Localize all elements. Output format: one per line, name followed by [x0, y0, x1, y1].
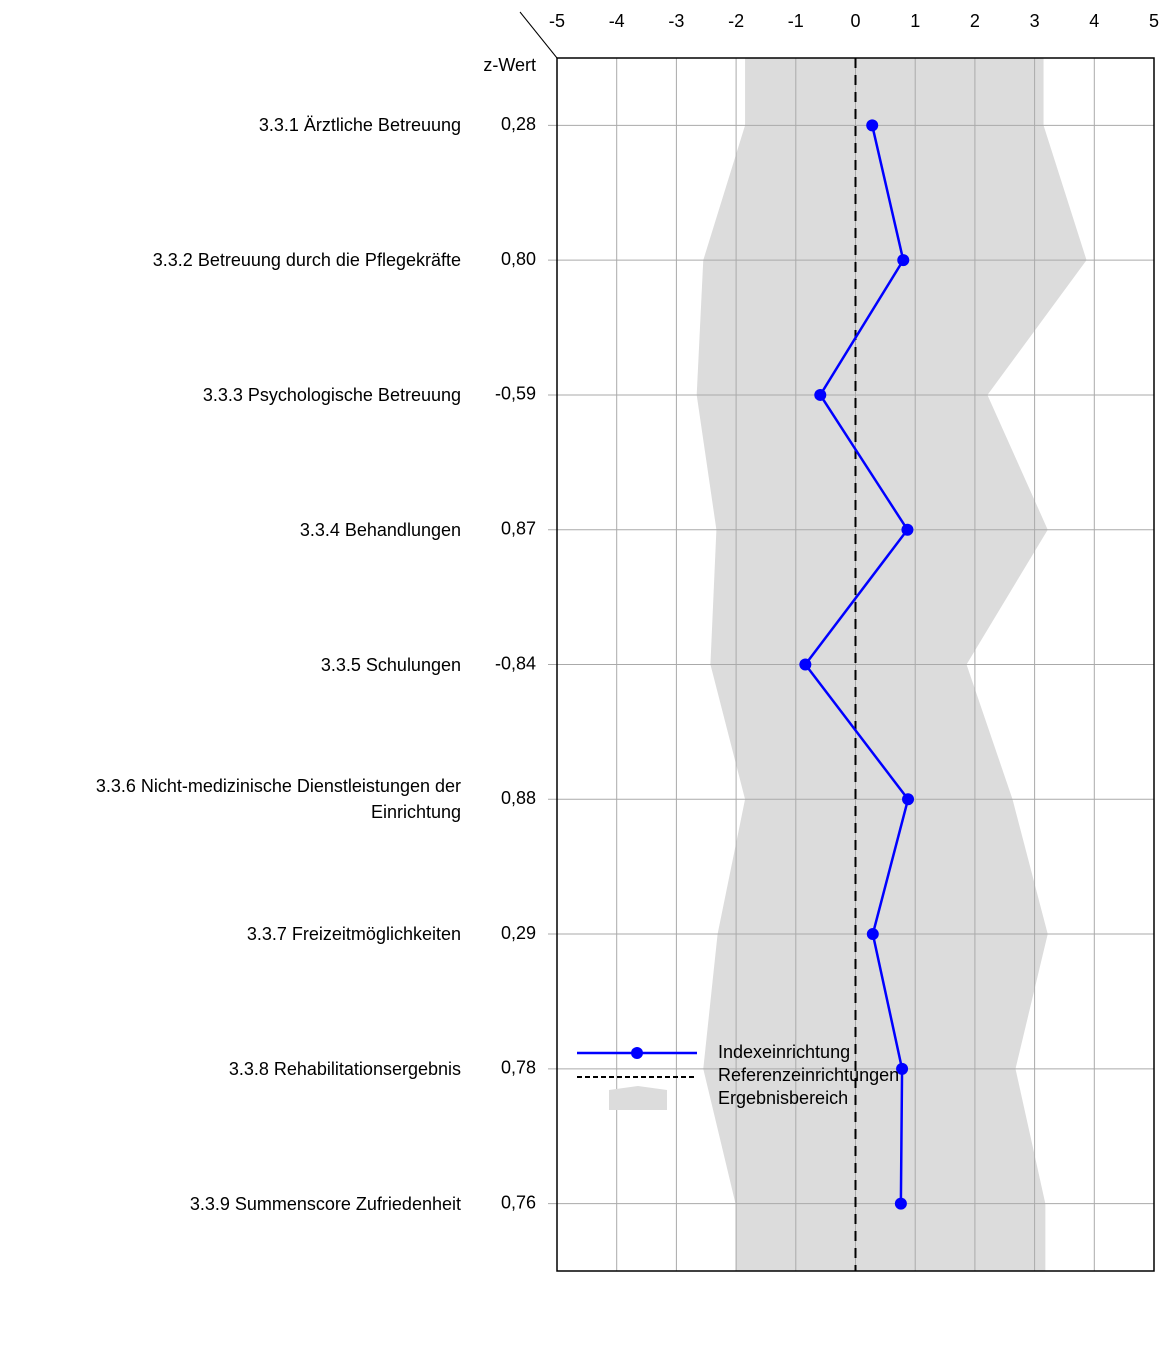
legend-marker — [631, 1047, 643, 1059]
category-label: 3.3.4 Behandlungen — [299, 519, 461, 540]
data-point — [902, 793, 915, 806]
category-label: 3.3.6 Nicht-medizinische Dienstleistunge… — [95, 776, 461, 823]
category-label: 3.3.3 Psychologische Betreuung — [202, 384, 461, 405]
x-tick-label: -1 — [788, 11, 804, 31]
legend-label: Ergebnisbereich — [718, 1088, 848, 1108]
corner-line — [519, 11, 558, 59]
data-point — [896, 1062, 909, 1075]
data-point — [866, 119, 879, 132]
legend-band — [609, 1086, 667, 1110]
category-label: 3.3.7 Freizeitmöglichkeiten — [246, 924, 461, 945]
value-label: 0,87 — [501, 518, 536, 538]
category-label: 3.3.8 Rehabilitationsergebnis — [228, 1058, 461, 1079]
category-label: 3.3.1 Ärztliche Betreuung — [258, 115, 461, 136]
x-tick-label: -4 — [609, 11, 625, 31]
x-tick-label: 3 — [1030, 11, 1040, 31]
data-point — [799, 658, 812, 671]
x-tick-label: 2 — [970, 11, 980, 31]
value-label: 0,29 — [501, 923, 536, 943]
value-label: 0,88 — [501, 788, 536, 808]
value-label: 0,80 — [501, 249, 536, 269]
x-tick-label: 4 — [1089, 11, 1099, 31]
data-point — [897, 254, 910, 267]
x-tick-label: -2 — [728, 11, 744, 31]
data-point — [866, 928, 879, 941]
category-label: 3.3.2 Betreuung durch die Pflegekräfte — [152, 250, 461, 271]
category-label: 3.3.5 Schulungen — [320, 654, 461, 675]
value-label: 0,76 — [501, 1192, 536, 1212]
x-tick-label: -5 — [549, 11, 565, 31]
category-label: 3.3.9 Summenscore Zufriedenheit — [189, 1193, 461, 1214]
value-label: 0,78 — [501, 1058, 536, 1078]
x-tick-label: 0 — [850, 11, 860, 31]
x-tick-label: 5 — [1149, 11, 1159, 31]
data-point — [814, 388, 827, 401]
axis-label: z-Wert — [483, 55, 536, 75]
legend-label: Indexeinrichtung — [718, 1042, 850, 1062]
value-label: -0,84 — [495, 653, 536, 673]
legend-label: Referenzeinrichtungen — [718, 1065, 899, 1085]
data-point — [901, 523, 914, 536]
data-point — [894, 1197, 907, 1210]
value-label: 0,28 — [501, 114, 536, 134]
x-tick-label: 1 — [910, 11, 920, 31]
value-label: -0,59 — [495, 384, 536, 404]
x-tick-label: -3 — [668, 11, 684, 31]
